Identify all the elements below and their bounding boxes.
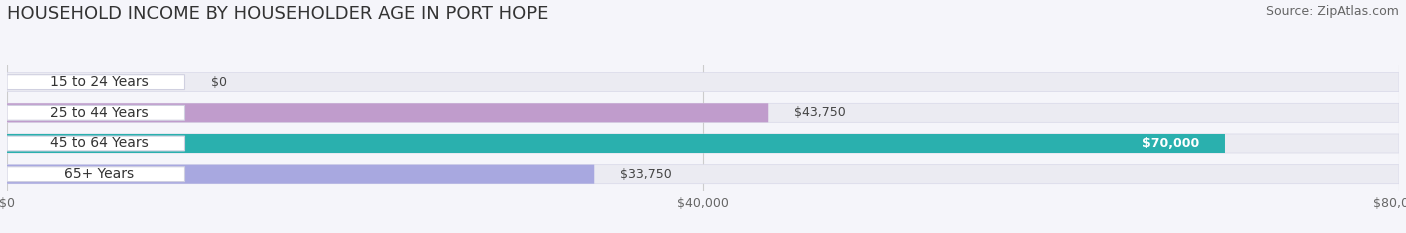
Text: HOUSEHOLD INCOME BY HOUSEHOLDER AGE IN PORT HOPE: HOUSEHOLD INCOME BY HOUSEHOLDER AGE IN P… — [7, 5, 548, 23]
FancyBboxPatch shape — [7, 75, 184, 89]
Text: Source: ZipAtlas.com: Source: ZipAtlas.com — [1265, 5, 1399, 18]
FancyBboxPatch shape — [7, 103, 768, 122]
FancyBboxPatch shape — [7, 134, 1225, 153]
Text: $43,750: $43,750 — [794, 106, 846, 119]
Text: 45 to 64 Years: 45 to 64 Years — [51, 137, 149, 151]
Text: $70,000: $70,000 — [1142, 137, 1199, 150]
FancyBboxPatch shape — [7, 165, 595, 184]
Text: $33,750: $33,750 — [620, 168, 672, 181]
FancyBboxPatch shape — [7, 103, 1399, 122]
Text: $0: $0 — [211, 76, 226, 89]
FancyBboxPatch shape — [7, 167, 184, 182]
Text: 25 to 44 Years: 25 to 44 Years — [51, 106, 149, 120]
FancyBboxPatch shape — [7, 105, 184, 120]
FancyBboxPatch shape — [7, 136, 184, 151]
FancyBboxPatch shape — [7, 165, 1399, 184]
Text: 65+ Years: 65+ Years — [65, 167, 135, 181]
FancyBboxPatch shape — [7, 134, 1399, 153]
FancyBboxPatch shape — [7, 73, 1399, 92]
Text: 15 to 24 Years: 15 to 24 Years — [51, 75, 149, 89]
